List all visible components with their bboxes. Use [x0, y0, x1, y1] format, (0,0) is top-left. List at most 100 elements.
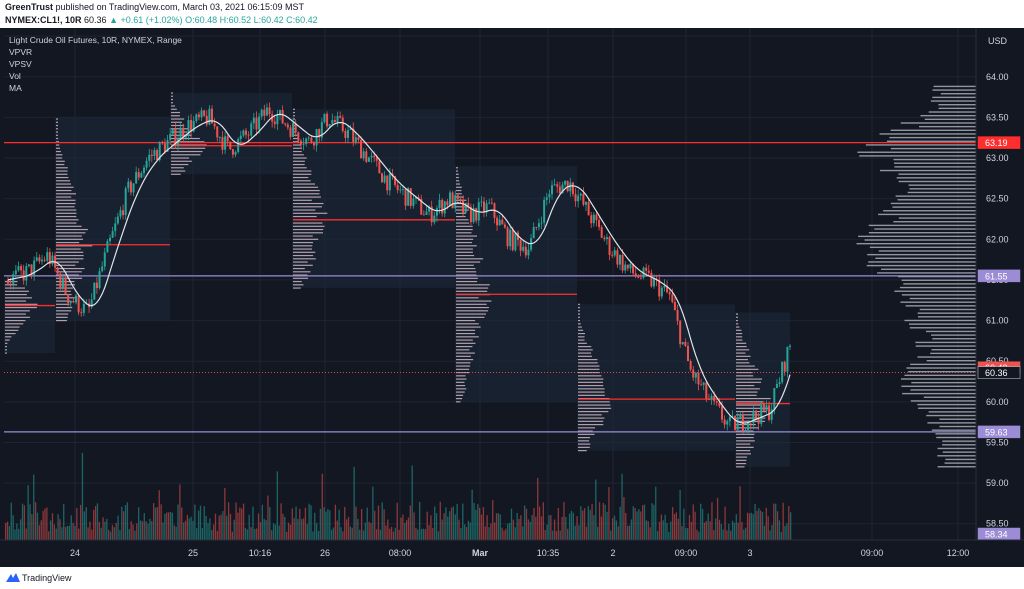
- candle-body: [35, 257, 38, 261]
- session-profile-bar: [293, 235, 313, 237]
- candle-body: [20, 266, 23, 271]
- session-profile-bar: [736, 401, 763, 403]
- symbol-name[interactable]: NYMEX:CL1!, 10R: [5, 15, 82, 25]
- session-profile-bar: [578, 310, 580, 312]
- volume-bar: [38, 525, 41, 540]
- session-profile-bar: [171, 144, 207, 146]
- volume-bar: [512, 519, 515, 540]
- volume-bar: [241, 508, 243, 540]
- session-profile-bar: [736, 394, 757, 396]
- candle-body: [715, 401, 718, 403]
- volume-bar: [274, 524, 277, 540]
- candle-body: [137, 172, 140, 178]
- candle-body: [506, 227, 509, 247]
- time-axis[interactable]: 24 25 10:16 26 08:00 Mar 10:35 2 09:00 3 09:00 12:0…: [0, 539, 1024, 558]
- last-price: 60.36: [84, 15, 107, 25]
- candle-body: [75, 295, 77, 303]
- legend-ma[interactable]: MA: [9, 83, 22, 93]
- session-profile-bar: [56, 209, 77, 211]
- session-profile-bar: [456, 274, 477, 276]
- volume-bar: [291, 508, 293, 540]
- volume-bar: [74, 525, 76, 540]
- volume-bar: [745, 527, 747, 540]
- session-profile-bar: [293, 241, 314, 244]
- candle-body: [713, 396, 716, 402]
- volume-bar: [340, 527, 342, 540]
- session-profile-bar: [456, 254, 475, 257]
- volume-bar: [462, 503, 464, 540]
- candle-body: [41, 259, 43, 262]
- legend-vpsv[interactable]: VPSV: [9, 59, 32, 69]
- volume-bar: [643, 504, 646, 540]
- publisher-name[interactable]: GreenTrust: [5, 2, 54, 12]
- volume-bar: [625, 513, 627, 540]
- candle-body: [728, 416, 731, 422]
- candle-body: [692, 369, 695, 378]
- tradingview-logo-icon[interactable]: [6, 572, 20, 584]
- footer-brand[interactable]: TradingView: [22, 573, 72, 583]
- session-profile-bar: [456, 323, 479, 325]
- candle-body: [310, 137, 313, 143]
- volume-bar: [286, 531, 288, 540]
- price-axis[interactable]: 58.5059.0059.5060.0060.5061.0061.5062.00…: [975, 28, 1024, 567]
- candle-body: [258, 116, 261, 130]
- volume-bar: [100, 527, 102, 540]
- session-profile-bar: [456, 176, 459, 179]
- volume-bar: [565, 516, 567, 540]
- session-profile-bar: [5, 342, 8, 344]
- volume-bar: [312, 531, 314, 540]
- volume-bar: [360, 508, 363, 540]
- volume-bar: [151, 521, 153, 540]
- candle-body: [284, 123, 287, 125]
- candle-body: [61, 277, 64, 289]
- candle-body: [252, 117, 255, 124]
- volume-bar: [89, 521, 91, 540]
- volume-bar: [688, 514, 691, 540]
- session-profile-bar: [293, 280, 302, 283]
- candle-body: [467, 202, 470, 207]
- volume-bar: [117, 515, 119, 540]
- volume-bar: [68, 525, 70, 540]
- candle-body: [639, 277, 642, 279]
- price-chart[interactable]: 58.5059.0059.5060.0060.5061.0061.5062.00…: [0, 28, 1024, 567]
- candle-body: [679, 320, 682, 345]
- session-profile-bar: [56, 254, 84, 257]
- candle-body: [744, 429, 747, 431]
- session-profile-bar: [456, 193, 462, 195]
- candle-body: [647, 270, 650, 273]
- legend-vpvr[interactable]: VPVR: [9, 47, 32, 57]
- candle-body: [603, 237, 606, 240]
- legend-vol[interactable]: Vol: [9, 71, 21, 81]
- volume-bar: [660, 514, 663, 540]
- volume-bar: [538, 506, 541, 540]
- candle-body: [156, 150, 159, 161]
- volume-bar: [370, 523, 372, 540]
- volume-bar: [730, 530, 732, 540]
- session-profile-bar: [736, 433, 755, 435]
- volume-bar: [715, 518, 717, 540]
- volume-bar: [310, 505, 312, 540]
- candle-body: [658, 279, 661, 297]
- vpvr-bar: [923, 396, 976, 398]
- session-profile-bar: [578, 437, 591, 439]
- session-profile-bar: [578, 358, 598, 361]
- session-profile-bar: [171, 118, 185, 120]
- volume-bar: [203, 506, 205, 540]
- price-tick-label: 63.00: [986, 153, 1009, 163]
- session-profile-bar: [5, 323, 24, 325]
- volume-bar: [705, 521, 707, 540]
- volume-bar: [342, 531, 344, 540]
- time-tick-label: Mar: [472, 548, 489, 558]
- candle-body: [519, 239, 522, 251]
- candle-body: [702, 382, 705, 385]
- volume-bar: [239, 507, 241, 540]
- session-profile-bar: [293, 163, 305, 166]
- vpvr-bar: [890, 129, 976, 131]
- volume-bar: [419, 502, 421, 540]
- vpvr-bar: [869, 246, 976, 249]
- volume-bar: [561, 516, 563, 540]
- candle-body: [239, 135, 242, 139]
- vpvr-bar: [930, 352, 976, 355]
- vpvr-bar: [875, 257, 976, 259]
- vpvr-bar: [919, 125, 976, 128]
